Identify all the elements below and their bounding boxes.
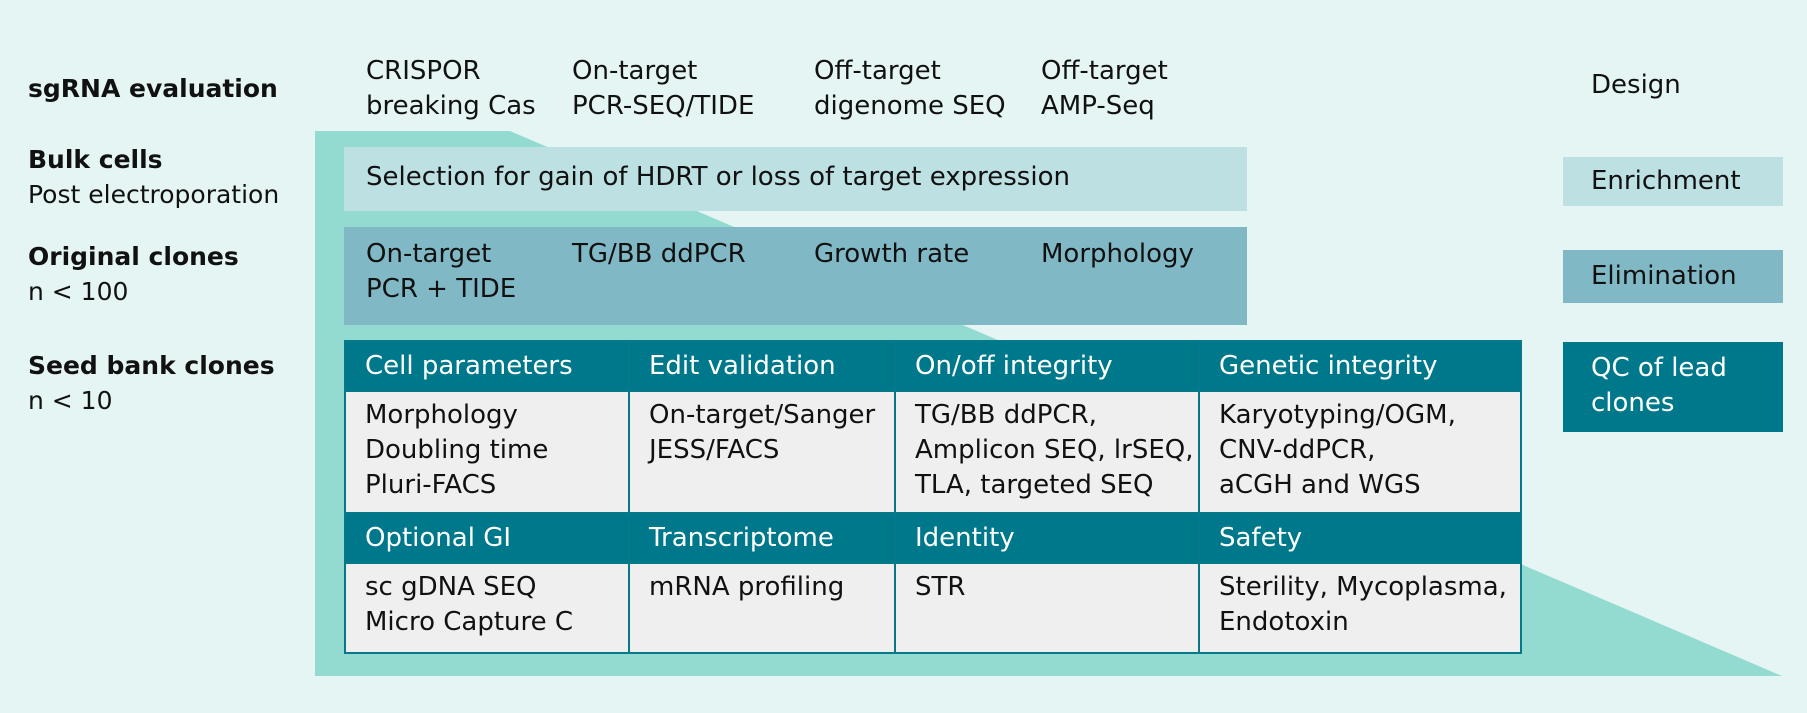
table-header-cell: Safety [1198,512,1522,564]
stage-elimination: Elimination [1563,250,1783,303]
cell-line: Endotoxin [1219,607,1349,637]
cell-line: Micro Capture C [365,607,574,637]
cell-line: Amplicon SEQ, lrSEQ, [915,435,1194,465]
clones-item: On-target PCR + TIDE [366,237,516,307]
row-label-seed-bank: Seed bank clones n < 10 [28,348,275,418]
stage-qc: QC of lead clones [1563,342,1783,432]
row-title: Bulk cells [28,145,163,174]
sgrna-item: CRISPOR breaking Cas [366,54,536,124]
clones-line: Morphology [1041,239,1194,269]
clones-item: TG/BB ddPCR [572,237,746,272]
clones-item: Growth rate [814,237,969,272]
row-label-sgrna: sgRNA evaluation [28,71,278,106]
cell-line: sc gDNA SEQ [365,572,537,602]
seed-bank-table: Cell parameters Edit validation On/off i… [344,340,1522,654]
sgrna-item: Off-target digenome SEQ [814,54,1006,124]
row-subtitle: n < 10 [28,386,113,415]
cell-line: JESS/FACS [649,435,780,465]
table-cell: On-target/Sanger JESS/FACS [628,390,896,514]
cell-line: TLA, targeted SEQ [915,470,1154,500]
clones-line: PCR + TIDE [366,274,517,304]
row-title: sgRNA evaluation [28,74,278,103]
cell-line: mRNA profiling [649,572,845,602]
row-label-bulk: Bulk cells Post electroporation [28,142,279,212]
sgrna-item: On-target PCR-SEQ/TIDE [572,54,754,124]
table-header-cell: Genetic integrity [1198,340,1522,392]
table-row: sc gDNA SEQ Micro Capture C mRNA profili… [344,562,1522,654]
table-cell: STR [894,562,1200,654]
sgrna-item: Off-target AMP-Seq [1041,54,1168,124]
row-subtitle: n < 100 [28,277,129,306]
clones-line: Growth rate [814,239,970,269]
clones-item: Morphology [1041,237,1194,272]
table-header-cell: Edit validation [628,340,896,392]
row-title: Original clones [28,242,239,271]
sgrna-line: On-target [572,56,698,86]
stage-qc-line: QC of lead [1591,353,1727,383]
clones-band [344,227,1247,325]
cell-line: Pluri-FACS [365,470,497,500]
stage-enrichment: Enrichment [1563,157,1783,206]
table-header-cell: Cell parameters [344,340,630,392]
table-cell: mRNA profiling [628,562,896,654]
table-header-row: Cell parameters Edit validation On/off i… [344,340,1522,392]
table-header-row: Optional GI Transcriptome Identity Safet… [344,512,1522,564]
sgrna-line: Off-target [1041,56,1168,86]
table-cell: sc gDNA SEQ Micro Capture C [344,562,630,654]
sgrna-line: PCR-SEQ/TIDE [572,91,755,121]
sgrna-line: breaking Cas [366,91,536,121]
cell-line: Sterility, Mycoplasma, [1219,572,1507,602]
table-header-cell: Identity [894,512,1200,564]
bulk-band [344,147,1247,211]
table-header-cell: Transcriptome [628,512,896,564]
clones-line: TG/BB ddPCR [572,239,746,269]
table-row: Morphology Doubling time Pluri-FACS On-t… [344,390,1522,514]
cell-line: Doubling time [365,435,549,465]
cell-line: aCGH and WGS [1219,470,1421,500]
row-label-original-clones: Original clones n < 100 [28,239,239,309]
table-cell: Sterility, Mycoplasma, Endotoxin [1198,562,1522,654]
table-header-cell: On/off integrity [894,340,1200,392]
sgrna-line: CRISPOR [366,56,481,86]
table-cell: Karyotyping/OGM, CNV-ddPCR, aCGH and WGS [1198,390,1522,514]
cell-line: On-target/Sanger [649,400,876,430]
clones-line: On-target [366,239,492,269]
table-cell: TG/BB ddPCR, Amplicon SEQ, lrSEQ, TLA, t… [894,390,1200,514]
table-header-cell: Optional GI [344,512,630,564]
row-title: Seed bank clones [28,351,275,380]
cell-line: Karyotyping/OGM, [1219,400,1456,430]
sgrna-line: digenome SEQ [814,91,1006,121]
cell-line: Morphology [365,400,518,430]
sgrna-line: AMP-Seq [1041,91,1155,121]
stage-design: Design [1591,70,1681,100]
sgrna-line: Off-target [814,56,941,86]
row-subtitle: Post electroporation [28,180,280,209]
table-cell: Morphology Doubling time Pluri-FACS [344,390,630,514]
cell-line: TG/BB ddPCR, [915,400,1097,430]
cell-line: STR [915,572,966,602]
stage-qc-line: clones [1591,388,1675,418]
cell-line: CNV-ddPCR, [1219,435,1376,465]
bulk-text: Selection for gain of HDRT or loss of ta… [366,162,1070,192]
